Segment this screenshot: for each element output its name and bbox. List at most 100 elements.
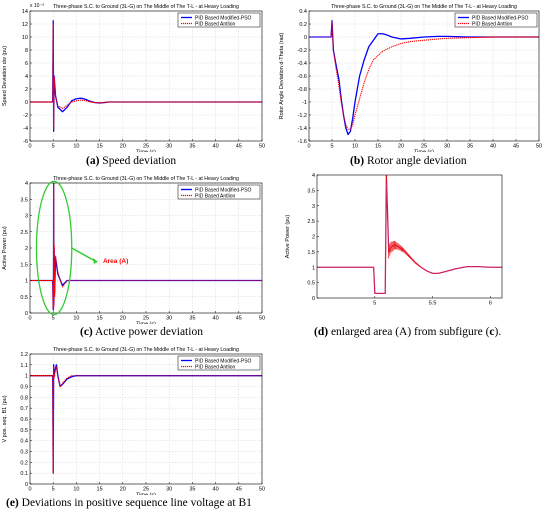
x-tick-label: 5 [373, 301, 376, 307]
x-tick-label: 40 [213, 487, 219, 493]
y-tick-label: 10 [22, 35, 28, 41]
x-tick-label: 50 [259, 144, 265, 150]
axes-frame [29, 10, 263, 142]
y-tick-label: -6 [23, 139, 28, 145]
chart-enlarged-area: 5 5.5 6 0 0.5 1 1.5 2 2.5 3 3.5 4 Active Power (pu) [285, 173, 503, 307]
legend-box [177, 184, 261, 200]
x-tick-label: 0 [28, 144, 31, 150]
chart-title: Three-phase S.C. to Ground (3L-G) on The… [53, 347, 239, 353]
y-tick-label: 0.5 [20, 295, 28, 301]
y-tick-label: 3 [25, 214, 28, 220]
series-line-modified-pso [30, 364, 262, 474]
y-tick-label: 0.8 [20, 395, 28, 401]
y-tick-label: 0.3 [20, 450, 28, 456]
x-tick-label: 0 [307, 144, 310, 150]
x-tick-label: 0 [28, 316, 31, 322]
caption-enlarged-area: (d) enlarged area (A) from subfigure (c)… [314, 326, 501, 338]
y-tick-label: -0.2 [298, 48, 307, 54]
chart-panel-active-power: Three-phase S.C. to Ground (3L-G) on The… [0, 172, 275, 324]
legend-box [177, 355, 261, 371]
y-exponent-label: x 10⁻³ [30, 3, 44, 9]
area-a-arrow [71, 247, 96, 262]
y-tick-label: 0 [304, 35, 307, 41]
y-tick-label: 0.4 [20, 439, 28, 445]
x-tick-label: 45 [513, 144, 519, 150]
caption-voltage-b1: (e) Deviations in positive sequence line… [6, 497, 252, 509]
x-tick-label: 40 [213, 316, 219, 322]
legend-entry: PID Based Antlion [195, 364, 236, 370]
caption-c-text: Active power deviation [92, 326, 203, 338]
x-axis-label: Time (s) [136, 493, 156, 496]
x-tick-label: 45 [236, 487, 242, 493]
series-line-antlion [30, 23, 262, 130]
y-tick-label: 2 [25, 87, 28, 93]
x-tick-label: 5 [52, 316, 55, 322]
x-tick-label: 30 [444, 144, 450, 150]
y-tick-label: 8 [25, 48, 28, 54]
legend-entry: PID Based Modified-PSO [195, 15, 252, 21]
plot-area [317, 175, 502, 298]
y-tick-label: -1.2 [298, 113, 307, 119]
series-line-modified-pso [317, 175, 502, 295]
legend-box [177, 12, 261, 28]
y-tick-label: 0.5 [307, 281, 315, 287]
axes-frame [316, 174, 503, 299]
y-tick-label: 3 [312, 204, 315, 210]
caption-d-ref: c [489, 326, 495, 338]
y-tick-label: 3.5 [20, 197, 28, 203]
x-tick-label: 20 [120, 144, 126, 150]
y-tick-label: 0 [312, 296, 315, 302]
legend-entry: PID Based Antlion [195, 193, 236, 199]
y-tick-label: 2.5 [307, 219, 315, 225]
y-tick-label: 2.5 [20, 230, 28, 236]
chart-title: Three-phase S.C. to Ground (3L-G) on The… [53, 4, 239, 10]
x-tick-label: 40 [213, 144, 219, 150]
y-tick-label: 2 [25, 246, 28, 252]
area-a-label: Area (A) [103, 258, 128, 265]
x-tick-label: 45 [236, 316, 242, 322]
chart-title: Three-phase S.C. to Ground (3L-G) on The… [331, 4, 517, 10]
y-tick-label: 0 [25, 311, 28, 317]
y-tick-label: 12 [22, 22, 28, 28]
area-a-ellipse [35, 180, 73, 316]
x-tick-label: 50 [259, 487, 265, 493]
y-axis-label: Active Power (pu) [285, 215, 291, 259]
y-tick-label: 0.6 [20, 417, 28, 423]
x-tick-label: 25 [143, 144, 149, 150]
y-tick-label: 0.2 [299, 22, 307, 28]
chart-voltage-b1: Three-phase S.C. to Ground (3L-G) on The… [2, 347, 265, 496]
series-line-modified-pso [309, 20, 539, 136]
y-tick-label: -0.8 [298, 87, 307, 93]
legend-entry: PID Based Modified-PSO [472, 15, 529, 21]
series-line-antlion [309, 22, 539, 130]
series-line-antlion [30, 366, 262, 474]
chart-panel-enlarged-area: 5 5.5 6 0 0.5 1 1.5 2 2.5 3 3.5 4 Active Power (pu) [283, 172, 550, 324]
x-tick-label: 10 [73, 316, 79, 322]
y-tick-label: 0.7 [20, 406, 28, 412]
x-tick-label: 25 [143, 487, 149, 493]
y-tick-label: 0.1 [20, 471, 28, 477]
x-tick-label: 50 [536, 144, 542, 150]
x-tick-label: 40 [490, 144, 496, 150]
legend-entry: PID Based Antlion [472, 21, 513, 27]
x-tick-label: 15 [97, 487, 103, 493]
x-tick-label: 45 [236, 144, 242, 150]
chart-panel-speed-deviation: Three-phase S.C. to Ground (3L-G) on The… [0, 0, 275, 152]
y-tick-label: 1 [312, 265, 315, 271]
y-tick-label: 1.2 [20, 352, 28, 358]
x-tick-label: 20 [120, 487, 126, 493]
x-tick-label: 5.5 [429, 301, 437, 307]
x-tick-label: 25 [421, 144, 427, 150]
y-tick-label: 14 [22, 9, 28, 15]
y-tick-label: 2 [312, 235, 315, 241]
caption-e-text: Deviations in positive sequence line vol… [18, 497, 252, 509]
x-tick-label: 5 [330, 144, 333, 150]
chart-panel-voltage-b1: Three-phase S.C. to Ground (3L-G) on The… [0, 343, 275, 495]
y-tick-label: 3.5 [307, 188, 315, 194]
x-tick-label: 10 [73, 487, 79, 493]
x-axis-label: Time (s) [414, 150, 434, 153]
x-tick-label: 10 [73, 144, 79, 150]
